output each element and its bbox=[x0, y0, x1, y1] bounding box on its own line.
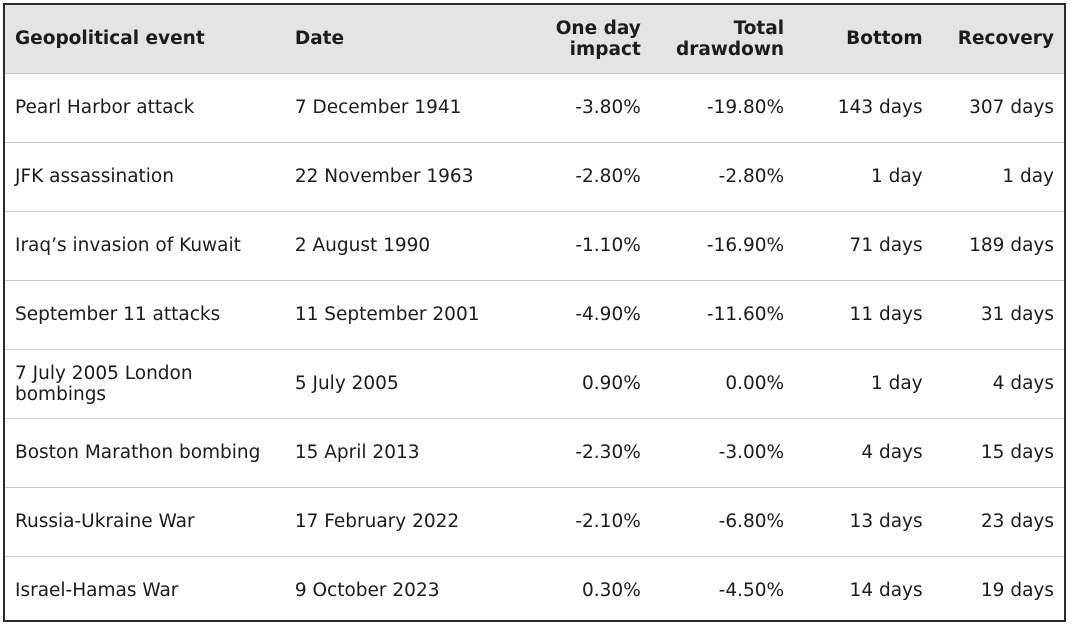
cell-one-day-impact: -2.30% bbox=[575, 442, 641, 463]
cell-total-drawdown: -19.80% bbox=[706, 97, 785, 118]
cell-date: 22 November 1963 bbox=[294, 166, 474, 187]
cell-one-day-impact: -4.90% bbox=[575, 304, 641, 325]
table-row: Iraq’s invasion of Kuwait 2 August 1990 … bbox=[5, 211, 1064, 280]
cell-date: 9 October 2023 bbox=[294, 580, 440, 602]
header-one-day-impact: One day impact bbox=[514, 5, 651, 73]
cell-date: 15 April 2013 bbox=[294, 442, 420, 463]
cell-event: Israel-Hamas War bbox=[15, 580, 179, 602]
cell-date: 11 September 2001 bbox=[294, 304, 480, 325]
cell-bottom: 1 day bbox=[870, 373, 923, 394]
cell-event: JFK assassination bbox=[15, 166, 174, 187]
data-table: Geopolitical event Date One day impact To… bbox=[5, 5, 1064, 625]
cell-recovery: 189 days bbox=[969, 235, 1054, 256]
cell-recovery: 1 day bbox=[1002, 166, 1054, 187]
header-row: Geopolitical event Date One day impact To… bbox=[5, 5, 1064, 73]
cell-event: Boston Marathon bombing bbox=[15, 442, 261, 463]
header-date: Date bbox=[294, 28, 345, 50]
table-row: 7 July 2005 London bombings 5 July 2005 … bbox=[5, 349, 1064, 418]
cell-date: 17 February 2022 bbox=[294, 511, 460, 532]
header-total-drawdown: Total drawdown bbox=[651, 5, 794, 73]
header-one-day-impact-line1: One day bbox=[555, 17, 641, 39]
cell-date: 7 December 1941 bbox=[294, 97, 462, 118]
header-total-drawdown-line1: Total bbox=[733, 17, 785, 39]
cell-one-day-impact: -3.80% bbox=[575, 97, 641, 118]
header-total-drawdown-line2: drawdown bbox=[675, 38, 785, 60]
cell-event: September 11 attacks bbox=[15, 304, 221, 325]
cell-date: 2 August 1990 bbox=[294, 235, 431, 256]
cell-total-drawdown: -16.90% bbox=[706, 235, 785, 256]
cell-total-drawdown: -6.80% bbox=[718, 511, 785, 532]
cell-bottom: 1 day bbox=[870, 166, 923, 187]
table-row: Israel-Hamas War 9 October 2023 0.30% -4… bbox=[5, 556, 1064, 625]
cell-recovery: 307 days bbox=[969, 97, 1054, 118]
table-row: Russia-Ukraine War 17 February 2022 -2.1… bbox=[5, 487, 1064, 556]
cell-bottom: 143 days bbox=[837, 97, 923, 118]
cell-bottom: 13 days bbox=[849, 511, 923, 532]
cell-total-drawdown: 0.00% bbox=[725, 373, 785, 394]
cell-recovery: 15 days bbox=[980, 442, 1054, 463]
cell-bottom: 4 days bbox=[861, 442, 923, 463]
cell-one-day-impact: -2.10% bbox=[575, 511, 641, 532]
cell-total-drawdown: -4.50% bbox=[718, 580, 785, 602]
header-bottom: Bottom bbox=[846, 28, 923, 50]
cell-total-drawdown: -3.00% bbox=[718, 442, 785, 463]
cell-event: Pearl Harbor attack bbox=[15, 97, 195, 118]
cell-bottom: 14 days bbox=[849, 580, 923, 602]
geopolitical-events-table: Geopolitical event Date One day impact To… bbox=[3, 3, 1066, 622]
cell-bottom: 71 days bbox=[849, 235, 923, 256]
table-header: Geopolitical event Date One day impact To… bbox=[5, 5, 1064, 73]
cell-recovery: 31 days bbox=[980, 304, 1054, 325]
table-row: September 11 attacks 11 September 2001 -… bbox=[5, 280, 1064, 349]
table-body: Pearl Harbor attack 7 December 1941 -3.8… bbox=[5, 73, 1064, 625]
cell-recovery: 23 days bbox=[980, 511, 1054, 532]
cell-total-drawdown: -11.60% bbox=[706, 304, 785, 325]
table-row: Boston Marathon bombing 15 April 2013 -2… bbox=[5, 418, 1064, 487]
cell-total-drawdown: -2.80% bbox=[718, 166, 785, 187]
header-geopolitical-event: Geopolitical event bbox=[15, 28, 205, 50]
cell-one-day-impact: 0.90% bbox=[582, 373, 641, 394]
cell-event: 7 July 2005 London bombings bbox=[15, 362, 193, 405]
cell-recovery: 19 days bbox=[980, 580, 1054, 602]
cell-bottom: 11 days bbox=[849, 304, 923, 325]
cell-one-day-impact: -1.10% bbox=[575, 235, 641, 256]
cell-event: Russia-Ukraine War bbox=[15, 511, 195, 532]
table-row: Pearl Harbor attack 7 December 1941 -3.8… bbox=[5, 73, 1064, 142]
cell-one-day-impact: 0.30% bbox=[582, 580, 641, 602]
header-one-day-impact-line2: impact bbox=[569, 38, 641, 60]
table-row: JFK assassination 22 November 1963 -2.80… bbox=[5, 142, 1064, 211]
cell-recovery: 4 days bbox=[992, 373, 1054, 394]
cell-date: 5 July 2005 bbox=[294, 373, 399, 394]
cell-one-day-impact: -2.80% bbox=[575, 166, 641, 187]
cell-event: Iraq’s invasion of Kuwait bbox=[15, 235, 241, 256]
header-recovery: Recovery bbox=[957, 28, 1054, 50]
